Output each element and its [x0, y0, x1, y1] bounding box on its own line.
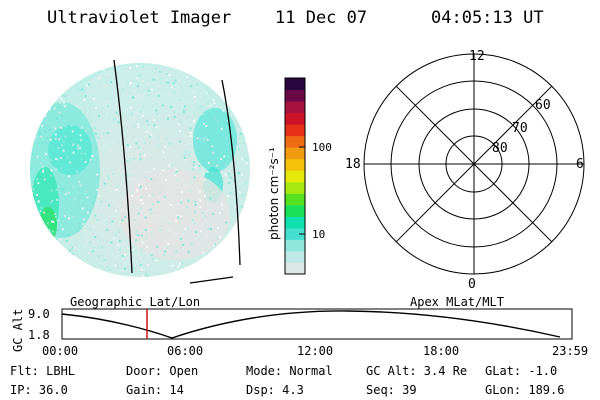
timeline-xtick: 23:59: [552, 344, 588, 358]
timeline-ytick-1.8: 1.8: [28, 328, 50, 342]
colorbar-segment: [285, 250, 305, 263]
image-longitude-line: [113, 59, 133, 274]
mlt-label-0: 0: [468, 277, 476, 292]
mlt-label-18: 18: [345, 157, 361, 172]
timeline-yaxis-label: GC Alt: [11, 309, 25, 352]
colorbar-segment: [285, 78, 305, 91]
colorbar-segment: [285, 147, 305, 160]
status-flt: Flt: LBHL: [10, 364, 76, 378]
colorbar-segment: [285, 158, 305, 171]
instrument-title: Ultraviolet Imager: [47, 8, 232, 28]
timeline-xtick: 06:00: [167, 344, 203, 358]
status-seq: Seq: 39: [366, 383, 417, 397]
colorbar-tick-10: 10: [312, 228, 325, 241]
status-mode: Mode: Normal: [246, 364, 333, 378]
image-latitude-line: [189, 276, 234, 284]
colorbar-segment: [285, 193, 305, 206]
mlat-label-80: 80: [492, 141, 508, 156]
colorbar-segment: [285, 170, 305, 183]
colorbar-segment: [285, 227, 305, 240]
mlt-label-6: 6: [576, 157, 584, 172]
colorbar-segment: [285, 204, 305, 217]
colorbar-segment: [285, 239, 305, 252]
mlt-label-12: 12: [469, 49, 485, 64]
timeline-xtick: 18:00: [423, 344, 459, 358]
status-door: Door: Open: [126, 364, 199, 378]
color-scale-bar: 100 10 photon cm⁻²s⁻¹: [267, 77, 332, 275]
time-label: 04:05:13 UT: [431, 8, 544, 28]
image-longitude-line: [221, 79, 241, 266]
timeline-left-label: Geographic Lat/Lon: [70, 295, 200, 309]
mlat-label-60: 60: [535, 98, 551, 113]
status-glon: GLon: 189.6: [485, 383, 565, 397]
colorbar-segment: [285, 89, 305, 102]
colorbar-segment: [285, 262, 305, 275]
colorbar-tick-100: 100: [312, 141, 332, 154]
polar-mlt-dial: [363, 53, 585, 275]
altitude-curve: [61, 310, 561, 339]
colorbar-segment: [285, 135, 305, 148]
colorbar-unit-label: photon cm⁻²s⁻¹: [267, 147, 281, 240]
status-ip: IP: 36.0: [10, 383, 68, 397]
mlat-label-70: 70: [512, 121, 528, 136]
colorbar-segment: [285, 181, 305, 194]
timeline-xtick: 00:00: [42, 344, 78, 358]
uv-image-disc: [30, 59, 250, 284]
orbit-timeline: Geographic Lat/Lon Apex MLat/MLT GC Alt …: [11, 295, 588, 358]
status-gcalt: GC Alt: 3.4 Re: [366, 364, 468, 378]
timeline-ytick-9: 9.0: [28, 307, 50, 321]
colorbar-segment: [285, 112, 305, 125]
timeline-xtick: 12:00: [297, 344, 333, 358]
date-label: 11 Dec 07: [275, 8, 368, 28]
colorbar-segment: [285, 124, 305, 137]
status-glat: GLat: -1.0: [485, 364, 558, 378]
timeline-right-label: Apex MLat/MLT: [410, 295, 504, 309]
colorbar-segment: [285, 101, 305, 114]
colorbar-segment: [285, 216, 305, 229]
status-dsp: Dsp: 4.3: [246, 383, 304, 397]
status-gain: Gain: 14: [126, 383, 184, 397]
